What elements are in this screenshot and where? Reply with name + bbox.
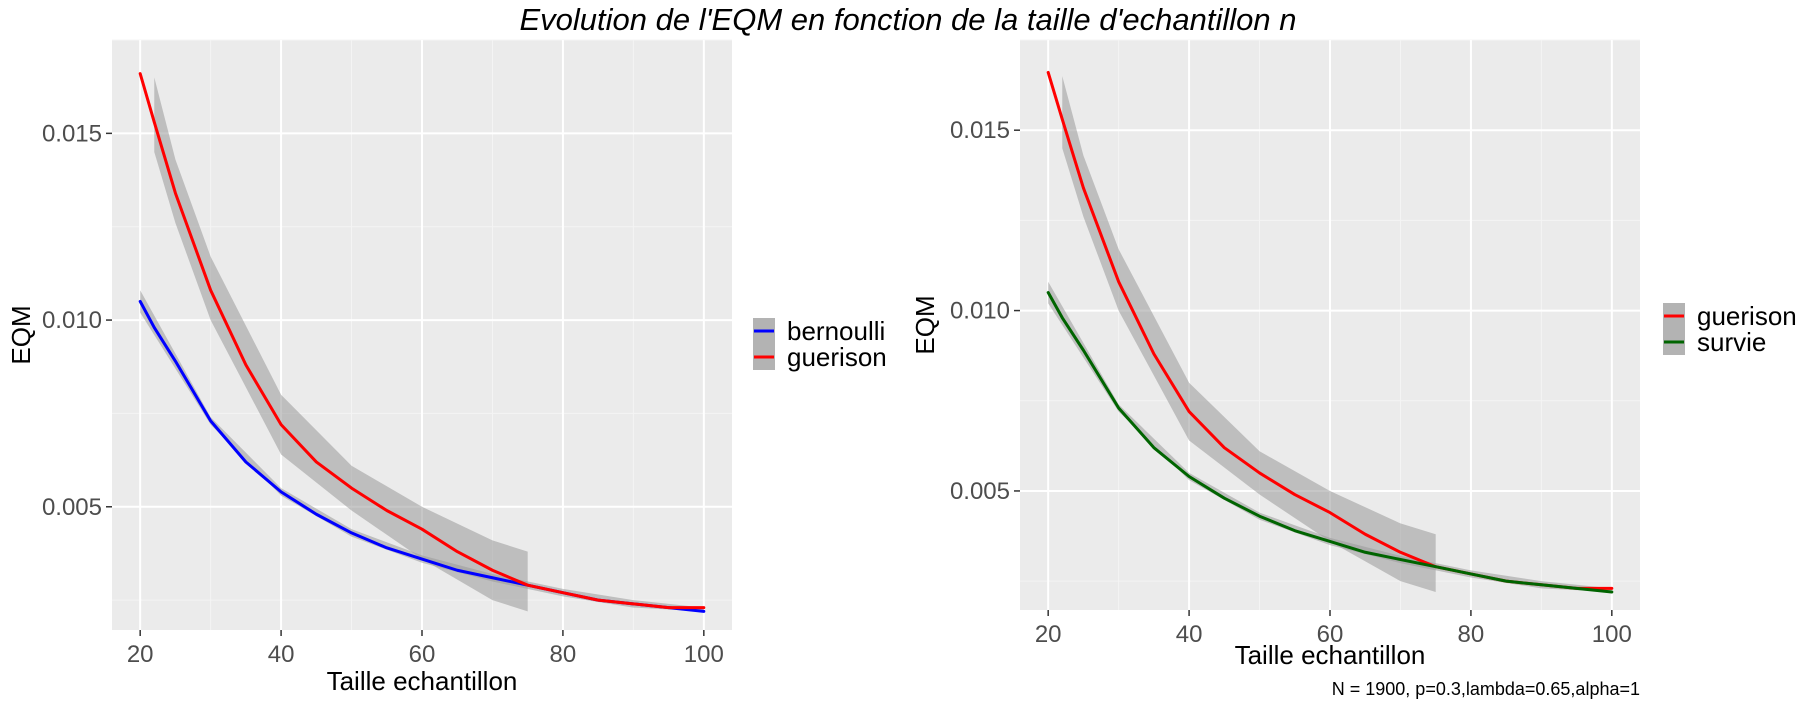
left-legend-label-bernoulli: bernoulli bbox=[787, 316, 885, 346]
left-chart-panel: 20 40 60 80 100 0.005 0.010 0.015 Taille echanti… bbox=[6, 39, 887, 696]
figure-title: Evolution de l'EQM en fonction de la tai… bbox=[520, 2, 1297, 37]
right-chart-panel: 20 40 60 80 100 0.005 0.010 0.015 Taille echanti… bbox=[910, 39, 1797, 670]
left-x-tick-label: 20 bbox=[127, 641, 154, 668]
right-x-axis-title: Taille echantillon bbox=[1235, 640, 1426, 670]
right-band-guerison bbox=[1062, 76, 1436, 592]
left-x-axis-title: Taille echantillon bbox=[327, 666, 518, 696]
right-x-tick-label: 40 bbox=[1176, 621, 1203, 648]
left-x-tick-label: 100 bbox=[684, 641, 724, 668]
left-y-tick-label: 0.015 bbox=[42, 120, 102, 147]
left-x-tick-label: 80 bbox=[550, 641, 577, 668]
right-y-tick-label: 0.005 bbox=[950, 478, 1010, 505]
right-y-axis-title: EQM bbox=[910, 295, 940, 354]
right-x-tick-label: 20 bbox=[1035, 621, 1062, 648]
left-y-tick-label: 0.010 bbox=[42, 307, 102, 334]
right-x-tick-label: 80 bbox=[1458, 621, 1485, 648]
right-x-tick-label: 60 bbox=[1317, 621, 1344, 648]
right-y-tick-label: 0.015 bbox=[950, 117, 1010, 144]
right-line-survie bbox=[1046, 291, 1614, 594]
right-legend-label-survie: survie bbox=[1697, 327, 1766, 357]
figure-caption: N = 1900, p=0.3,lambda=0.65,alpha=1 bbox=[1332, 679, 1640, 699]
left-band-guerison bbox=[154, 77, 528, 612]
right-y-tick-label: 0.010 bbox=[950, 298, 1010, 325]
left-line-guerison bbox=[138, 72, 706, 610]
left-y-tick-label: 0.005 bbox=[42, 494, 102, 521]
left-y-axis-title: EQM bbox=[6, 305, 36, 364]
right-legend-label-guerison: guerison bbox=[1697, 301, 1797, 331]
left-x-tick-label: 40 bbox=[268, 641, 295, 668]
right-x-tick-label: 100 bbox=[1592, 621, 1632, 648]
left-x-tick-label: 60 bbox=[409, 641, 436, 668]
left-legend-label-guerison: guerison bbox=[787, 342, 887, 372]
